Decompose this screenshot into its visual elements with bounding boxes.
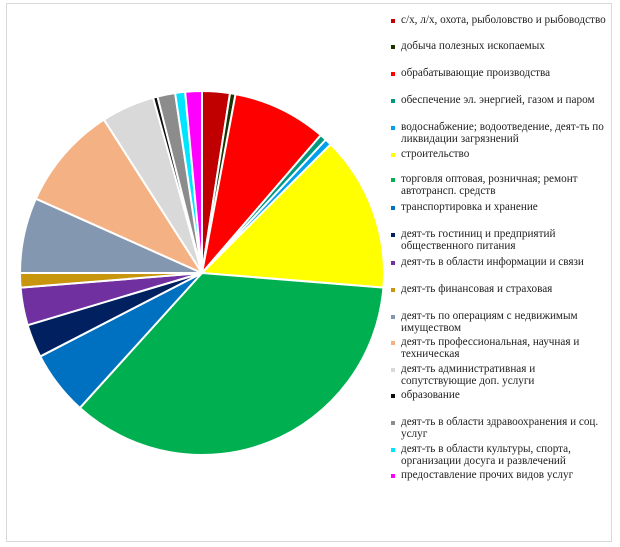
legend-swatch bbox=[391, 153, 395, 157]
legend-swatch bbox=[391, 126, 395, 130]
legend-swatch bbox=[391, 178, 395, 182]
pie-slice-6 bbox=[201, 143, 385, 289]
legend-item: строительство bbox=[391, 148, 609, 160]
chart-legend: с/х, л/х, охота, рыболовство и рыбоводст… bbox=[391, 0, 611, 547]
legend-item: деят-ть гостиниц и предприятий обществен… bbox=[391, 228, 609, 252]
legend-item: деят-ть в области информации и связи bbox=[391, 256, 609, 268]
legend-swatch bbox=[391, 368, 395, 372]
legend-label: деят-ть в области здравоохранения и соц.… bbox=[401, 416, 599, 440]
legend-item: деят-ть в области культуры, спорта, орга… bbox=[391, 443, 609, 467]
legend-item: добыча полезных ископаемых bbox=[391, 40, 609, 52]
legend-label: деят-ть в области культуры, спорта, орга… bbox=[401, 443, 571, 467]
legend-label: деят-ть финансовая и страховая bbox=[401, 283, 553, 295]
legend-label: деят-ть гостиниц и предприятий обществен… bbox=[401, 228, 556, 252]
legend-label: деят-ть административная и сопутствующие… bbox=[401, 363, 536, 387]
legend-item: образование bbox=[391, 389, 609, 401]
legend-label: деят-ть профессиональная, научная и техн… bbox=[401, 336, 580, 360]
legend-swatch bbox=[391, 206, 395, 210]
legend-swatch bbox=[391, 315, 395, 319]
legend-item: с/х, л/х, охота, рыболовство и рыбоводст… bbox=[391, 14, 609, 26]
legend-label: предоставление прочих видов услуг bbox=[401, 469, 574, 481]
legend-item: деят-ть финансовая и страховая bbox=[391, 283, 609, 295]
legend-item: обрабатывающие производства bbox=[391, 67, 609, 79]
legend-swatch bbox=[391, 474, 395, 478]
pie-slice-18 bbox=[184, 89, 203, 274]
legend-swatch bbox=[391, 261, 395, 265]
legend-label: добыча полезных ископаемых bbox=[401, 40, 545, 52]
legend-swatch bbox=[391, 448, 395, 452]
legend-label: транспортировка и хранение bbox=[401, 201, 538, 213]
legend-swatch bbox=[391, 394, 395, 398]
legend-item: предоставление прочих видов услуг bbox=[391, 469, 609, 481]
legend-item: торговля оптовая, розничная; ремонт авто… bbox=[391, 173, 609, 197]
legend-label: строительство bbox=[401, 148, 470, 160]
legend-swatch bbox=[391, 421, 395, 425]
legend-item: деят-ть по операциям с недвижимым имущес… bbox=[391, 310, 609, 334]
legend-item: деят-ть в области здравоохранения и соц.… bbox=[391, 416, 609, 440]
legend-swatch bbox=[391, 341, 395, 345]
legend-swatch bbox=[391, 288, 395, 292]
legend-label: обеспечение эл. энергией, газом и паром bbox=[401, 94, 595, 106]
legend-label: торговля оптовая, розничная; ремонт авто… bbox=[401, 173, 578, 197]
legend-swatch bbox=[391, 99, 395, 103]
legend-label: образование bbox=[401, 389, 460, 401]
pie-slice-3 bbox=[201, 93, 322, 274]
legend-label: деят-ть в области информации и связи bbox=[401, 256, 584, 268]
legend-swatch bbox=[391, 72, 395, 76]
legend-item: деят-ть профессиональная, научная и техн… bbox=[391, 336, 609, 360]
legend-swatch bbox=[391, 19, 395, 23]
legend-item: транспортировка и хранение bbox=[391, 201, 609, 213]
legend-swatch bbox=[391, 233, 395, 237]
legend-item: водоснабжение; водоотведение, деят-ть по… bbox=[391, 121, 609, 145]
legend-label: деят-ть по операциям с недвижимым имущес… bbox=[401, 310, 578, 334]
legend-swatch bbox=[391, 45, 395, 49]
pie-slice-7 bbox=[78, 272, 385, 456]
legend-item: обеспечение эл. энергией, газом и паром bbox=[391, 94, 609, 106]
legend-label: обрабатывающие производства bbox=[401, 67, 551, 79]
pie-slice-13 bbox=[34, 118, 203, 274]
legend-item: деят-ть административная и сопутствующие… bbox=[391, 363, 609, 387]
legend-label: водоснабжение; водоотведение, деят-ть по… bbox=[401, 121, 604, 145]
legend-label: с/х, л/х, охота, рыболовство и рыбоводст… bbox=[401, 14, 606, 26]
